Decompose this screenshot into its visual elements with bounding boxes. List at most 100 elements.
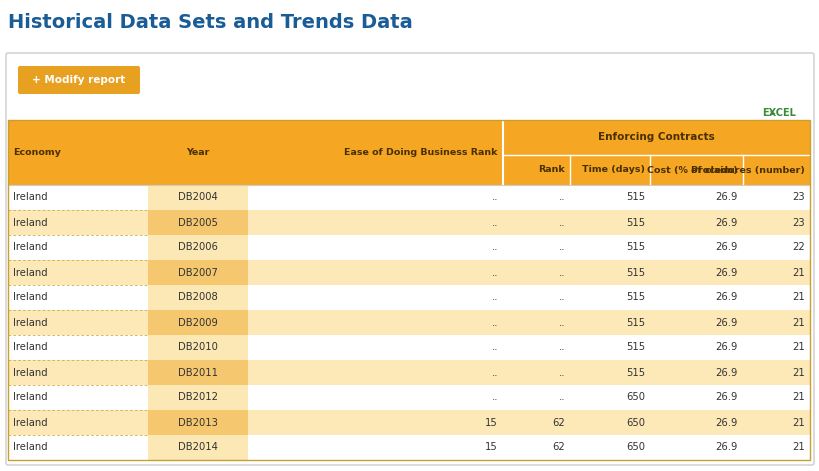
Bar bbox=[247, 335, 502, 360]
Bar bbox=[649, 285, 742, 310]
Text: 15: 15 bbox=[485, 442, 497, 453]
Bar bbox=[569, 235, 649, 260]
Bar bbox=[8, 285, 147, 310]
Bar bbox=[649, 385, 742, 410]
Bar bbox=[742, 335, 809, 360]
Text: Ireland: Ireland bbox=[13, 317, 48, 327]
Bar bbox=[147, 260, 247, 285]
Text: 26.9: 26.9 bbox=[715, 193, 737, 203]
Text: ➤: ➤ bbox=[767, 108, 774, 117]
Bar bbox=[649, 120, 742, 185]
Bar bbox=[569, 285, 649, 310]
Text: Time (days): Time (days) bbox=[581, 165, 645, 174]
Bar bbox=[502, 385, 569, 410]
Text: ..: .. bbox=[558, 193, 564, 203]
Bar bbox=[502, 185, 569, 210]
Text: DB2012: DB2012 bbox=[178, 392, 218, 403]
Bar bbox=[502, 285, 569, 310]
Bar bbox=[247, 410, 502, 435]
Text: 26.9: 26.9 bbox=[715, 442, 737, 453]
Text: Historical Data Sets and Trends Data: Historical Data Sets and Trends Data bbox=[8, 13, 412, 32]
Bar bbox=[147, 185, 247, 210]
Bar bbox=[649, 360, 742, 385]
Text: 26.9: 26.9 bbox=[715, 392, 737, 403]
Bar bbox=[569, 435, 649, 460]
Bar bbox=[147, 385, 247, 410]
Bar bbox=[742, 185, 809, 210]
Text: 26.9: 26.9 bbox=[715, 218, 737, 227]
Text: 650: 650 bbox=[625, 417, 645, 428]
Text: 21: 21 bbox=[791, 442, 804, 453]
Bar bbox=[247, 285, 502, 310]
Bar bbox=[8, 120, 809, 460]
Text: 21: 21 bbox=[791, 268, 804, 277]
Text: + Modify report: + Modify report bbox=[32, 75, 125, 85]
Bar bbox=[569, 410, 649, 435]
Text: 21: 21 bbox=[791, 292, 804, 302]
Bar bbox=[569, 385, 649, 410]
Text: 62: 62 bbox=[551, 417, 564, 428]
Bar bbox=[247, 235, 502, 260]
Text: Ireland: Ireland bbox=[13, 367, 48, 377]
Bar bbox=[247, 310, 502, 335]
Text: 26.9: 26.9 bbox=[715, 292, 737, 302]
Text: ..: .. bbox=[558, 268, 564, 277]
Bar bbox=[8, 435, 147, 460]
Text: ..: .. bbox=[491, 317, 497, 327]
Bar bbox=[8, 310, 147, 335]
Text: Ireland: Ireland bbox=[13, 342, 48, 352]
Text: Ireland: Ireland bbox=[13, 218, 48, 227]
Bar bbox=[247, 260, 502, 285]
Text: 21: 21 bbox=[791, 417, 804, 428]
Text: 26.9: 26.9 bbox=[715, 317, 737, 327]
Text: 515: 515 bbox=[625, 243, 645, 252]
Text: 515: 515 bbox=[625, 218, 645, 227]
Text: 650: 650 bbox=[625, 392, 645, 403]
Bar bbox=[569, 260, 649, 285]
Bar bbox=[8, 360, 147, 385]
Text: 15: 15 bbox=[485, 417, 497, 428]
Bar bbox=[569, 310, 649, 335]
Text: 515: 515 bbox=[625, 317, 645, 327]
Text: 515: 515 bbox=[625, 367, 645, 377]
Bar bbox=[8, 235, 147, 260]
Bar bbox=[8, 120, 147, 185]
Bar bbox=[247, 185, 502, 210]
Text: Ireland: Ireland bbox=[13, 392, 48, 403]
Text: DB2009: DB2009 bbox=[178, 317, 218, 327]
Text: ..: .. bbox=[558, 317, 564, 327]
Bar bbox=[569, 185, 649, 210]
Bar bbox=[649, 185, 742, 210]
Bar bbox=[147, 360, 247, 385]
Text: 515: 515 bbox=[625, 342, 645, 352]
Text: Enforcing Contracts: Enforcing Contracts bbox=[597, 132, 714, 143]
Bar bbox=[742, 235, 809, 260]
Bar bbox=[502, 360, 569, 385]
Text: 62: 62 bbox=[551, 442, 564, 453]
Text: Economy: Economy bbox=[13, 148, 61, 157]
Text: 26.9: 26.9 bbox=[715, 268, 737, 277]
Bar bbox=[147, 410, 247, 435]
Text: DB2007: DB2007 bbox=[178, 268, 218, 277]
Bar bbox=[147, 435, 247, 460]
Text: ..: .. bbox=[558, 367, 564, 377]
Bar bbox=[742, 310, 809, 335]
Bar bbox=[147, 310, 247, 335]
Text: Ireland: Ireland bbox=[13, 417, 48, 428]
Text: DB2006: DB2006 bbox=[178, 243, 218, 252]
Text: ..: .. bbox=[558, 342, 564, 352]
Bar bbox=[247, 385, 502, 410]
Text: Ireland: Ireland bbox=[13, 193, 48, 203]
Text: 515: 515 bbox=[625, 268, 645, 277]
Bar bbox=[742, 385, 809, 410]
Text: ..: .. bbox=[491, 218, 497, 227]
Bar bbox=[649, 335, 742, 360]
Text: 21: 21 bbox=[791, 342, 804, 352]
Bar bbox=[8, 260, 147, 285]
Text: DB2014: DB2014 bbox=[178, 442, 218, 453]
Bar bbox=[742, 120, 809, 185]
Bar bbox=[649, 410, 742, 435]
Bar bbox=[649, 310, 742, 335]
Text: 23: 23 bbox=[791, 193, 804, 203]
Text: 26.9: 26.9 bbox=[715, 342, 737, 352]
